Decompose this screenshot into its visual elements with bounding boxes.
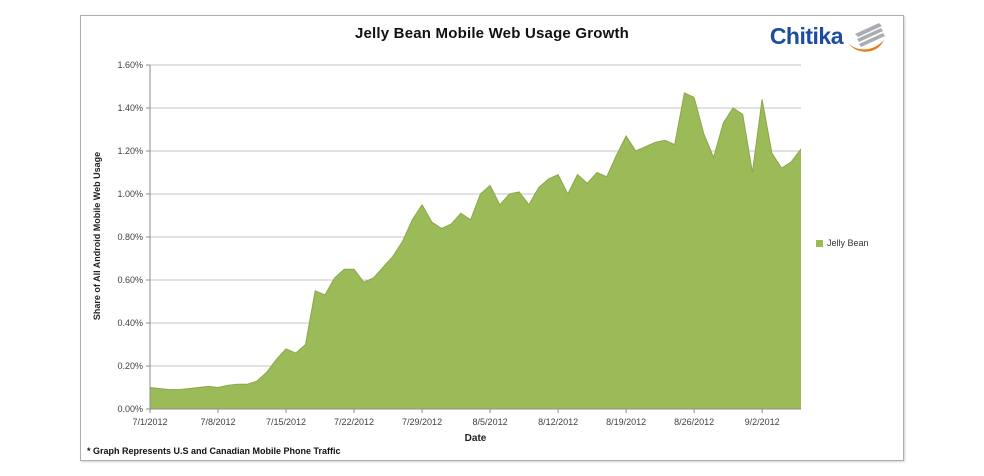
footnote: * Graph Represents U.S and Canadian Mobi…	[87, 446, 341, 456]
svg-text:1.20%: 1.20%	[117, 146, 143, 156]
svg-text:8/12/2012: 8/12/2012	[538, 417, 578, 427]
svg-text:0.80%: 0.80%	[117, 232, 143, 242]
svg-text:1.60%: 1.60%	[117, 60, 143, 70]
chitika-swoosh-icon	[848, 23, 885, 52]
chitika-logo: Chitika	[770, 23, 889, 55]
svg-text:0.60%: 0.60%	[117, 275, 143, 285]
svg-text:7/29/2012: 7/29/2012	[402, 417, 442, 427]
chart-title: Jelly Bean Mobile Web Usage Growth	[354, 25, 630, 42]
svg-text:7/1/2012: 7/1/2012	[132, 417, 167, 427]
svg-text:1.00%: 1.00%	[117, 189, 143, 199]
chart-panel: 0.00% 0.20% 0.40% 0.60% 0.80% 1.00% 1.20% 1.40%…	[80, 15, 904, 461]
svg-text:0.00%: 0.00%	[117, 404, 143, 414]
svg-text:7/8/2012: 7/8/2012	[200, 417, 235, 427]
legend-swatch	[816, 239, 823, 247]
legend: Jelly Bean	[816, 238, 869, 248]
svg-text:0.40%: 0.40%	[117, 318, 143, 328]
area-chart: 0.00% 0.20% 0.40% 0.60% 0.80% 1.00% 1.20% 1.40%…	[117, 60, 802, 427]
svg-text:8/26/2012: 8/26/2012	[674, 417, 714, 427]
svg-text:8/19/2012: 8/19/2012	[606, 417, 646, 427]
svg-text:7/15/2012: 7/15/2012	[266, 417, 306, 427]
chitika-logo-text: Chitika	[769, 23, 844, 49]
svg-text:1.40%: 1.40%	[117, 103, 143, 113]
svg-text:8/5/2012: 8/5/2012	[473, 417, 508, 427]
svg-text:7/22/2012: 7/22/2012	[334, 417, 374, 427]
svg-text:0.20%: 0.20%	[117, 361, 143, 371]
x-axis-title: Date	[464, 433, 487, 444]
y-axis-title: Share of All Android Mobile Web Usage	[92, 151, 102, 321]
svg-text:9/2/2012: 9/2/2012	[745, 417, 780, 427]
legend-label: Jelly Bean	[827, 238, 869, 248]
